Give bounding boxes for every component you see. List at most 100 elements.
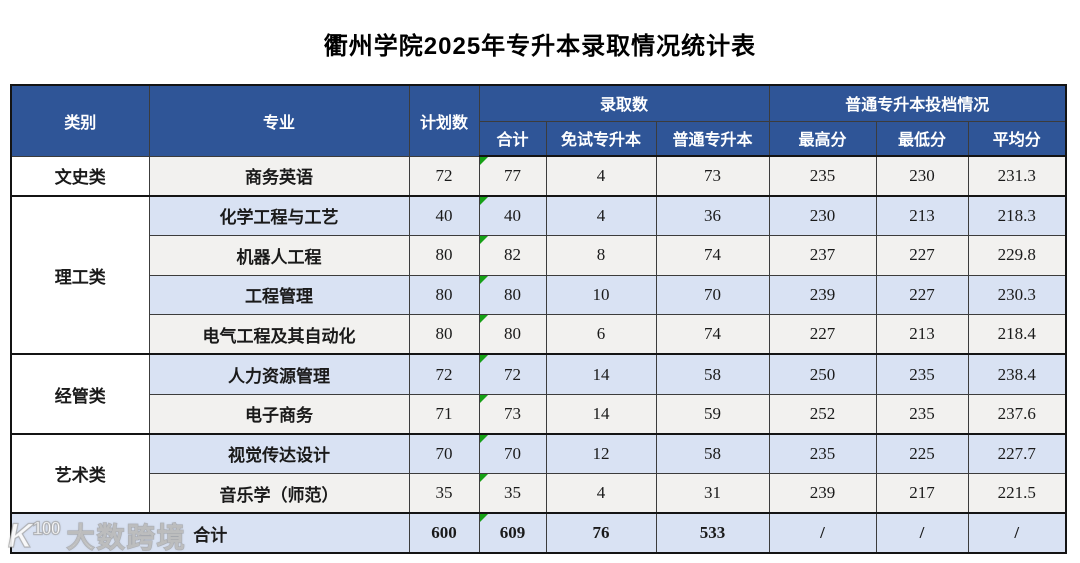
header-row-1: 类别 专业 计划数 录取数 普通专升本投档情况 xyxy=(10,84,1067,157)
major-cell: 视觉传达设计 xyxy=(148,432,410,474)
table-row: 经管类 人力资源管理 72 72 14 58 250 235 238.4 xyxy=(10,353,1067,435)
green-corner-flag-icon xyxy=(480,157,488,165)
value-cell: 238.4 xyxy=(967,353,1067,395)
major-cell: 电子商务 xyxy=(148,393,410,435)
total-value-cell: 533 xyxy=(655,512,770,554)
value-cell: 213 xyxy=(875,314,969,355)
value-cell: 227 xyxy=(875,234,969,276)
value-cell: 74 xyxy=(655,314,770,355)
value-cell: 252 xyxy=(768,393,877,435)
green-corner-flag-icon xyxy=(480,435,488,443)
value-cell: 235 xyxy=(875,393,969,435)
value-cell: 218.3 xyxy=(967,194,1067,236)
value-cell: 70 xyxy=(655,274,770,316)
value-cell: 237.6 xyxy=(967,393,1067,435)
value-cell: 230 xyxy=(768,194,877,236)
total-value-cell: / xyxy=(967,512,1067,554)
value-cell: 229.8 xyxy=(967,234,1067,276)
value-cell: 58 xyxy=(655,353,770,395)
value-cell: 82 xyxy=(478,234,547,276)
value-cell: 4 xyxy=(545,155,657,197)
total-value-cell: 609 xyxy=(478,512,547,554)
value-cell: 36 xyxy=(655,194,770,236)
value-cell: 227.7 xyxy=(967,432,1067,474)
value-cell: 230 xyxy=(875,155,969,197)
value-cell: 70 xyxy=(478,432,547,474)
value-cell: 227 xyxy=(768,314,877,355)
major-cell: 人力资源管理 xyxy=(148,353,410,395)
value-cell: 239 xyxy=(768,473,877,514)
value-cell: 230.3 xyxy=(967,274,1067,316)
major-cell: 机器人工程 xyxy=(148,234,410,276)
value-cell: 31 xyxy=(655,473,770,514)
header-row-2: 合计 免试专升本 普通专升本 最高分 最低分 平均分 xyxy=(11,120,1067,157)
admission-stats-table: 类别 专业 计划数 录取数 普通专升本投档情况 合计 免试专升本 普通专升本 最… xyxy=(10,84,1068,554)
total-value-cell: 600 xyxy=(408,512,480,554)
major-cell: 商务英语 xyxy=(148,155,410,197)
green-corner-flag-icon xyxy=(480,197,488,205)
value-cell: 80 xyxy=(408,274,480,316)
value-cell: 4 xyxy=(545,473,657,514)
value-cell: 80 xyxy=(408,234,480,276)
category-cell: 经管类 xyxy=(10,353,150,435)
table-row: 理工类 化学工程与工艺 40 40 4 36 230 213 218.3 xyxy=(10,194,1067,355)
value-cell: 227 xyxy=(875,274,969,316)
value-cell: 237 xyxy=(768,234,877,276)
green-corner-flag-icon xyxy=(480,356,488,364)
value-cell: 250 xyxy=(768,353,877,395)
value-cell: 235 xyxy=(768,432,877,474)
value-cell: 80 xyxy=(478,314,547,355)
table-row: 艺术类 视觉传达设计 70 70 12 58 235 225 227.7 xyxy=(10,432,1067,514)
green-corner-flag-icon xyxy=(480,515,488,523)
total-label-cell: 合计 xyxy=(10,512,410,554)
value-cell: 10 xyxy=(545,274,657,316)
header-planned: 计划数 xyxy=(408,84,480,157)
table-row: 电气工程及其自动化 80 80 6 74 227 213 218.4 xyxy=(11,314,1067,355)
value-cell: 59 xyxy=(655,393,770,435)
value-cell: 35 xyxy=(478,473,547,514)
value-cell: 72 xyxy=(478,353,547,395)
table-row: 音乐学（师范） 35 35 4 31 239 217 221.5 xyxy=(11,473,1067,514)
major-cell: 音乐学（师范） xyxy=(148,473,410,514)
major-cell: 工程管理 xyxy=(148,274,410,316)
green-corner-flag-icon xyxy=(480,236,488,244)
category-cell: 理工类 xyxy=(10,194,150,355)
value-cell: 58 xyxy=(655,432,770,474)
value-cell: 72 xyxy=(408,155,480,197)
value-cell: 77 xyxy=(478,155,547,197)
table-row: 文史类 商务英语 72 77 4 73 235 230 231.3 xyxy=(10,155,1067,197)
value-cell: 4 xyxy=(545,194,657,236)
header-admission-total: 合计 xyxy=(478,120,547,157)
value-cell: 218.4 xyxy=(967,314,1067,355)
value-cell: 213 xyxy=(875,194,969,236)
total-value-cell: / xyxy=(875,512,969,554)
value-cell: 73 xyxy=(478,393,547,435)
value-cell: 71 xyxy=(408,393,480,435)
total-value-cell: 76 xyxy=(545,512,657,554)
value-cell: 72 xyxy=(408,353,480,395)
value-cell: 14 xyxy=(545,353,657,395)
header-admission-group: 录取数 xyxy=(478,84,770,122)
category-cell: 艺术类 xyxy=(10,432,150,514)
green-corner-flag-icon xyxy=(480,276,488,284)
green-corner-flag-icon xyxy=(480,315,488,324)
table-row: 机器人工程 80 82 8 74 237 227 229.8 xyxy=(11,234,1067,276)
header-filing-group: 普通专升本投档情况 xyxy=(768,84,1067,122)
header-avg-score: 平均分 xyxy=(967,120,1067,157)
value-cell: 239 xyxy=(768,274,877,316)
value-cell: 12 xyxy=(545,432,657,474)
header-min-score: 最低分 xyxy=(875,120,969,157)
value-cell: 235 xyxy=(875,353,969,395)
value-cell: 70 xyxy=(408,432,480,474)
green-corner-flag-icon xyxy=(480,395,488,403)
header-exam-free: 免试专升本 xyxy=(545,120,657,157)
value-cell: 221.5 xyxy=(967,473,1067,514)
value-cell: 235 xyxy=(768,155,877,197)
header-category: 类别 xyxy=(10,84,150,157)
major-cell: 电气工程及其自动化 xyxy=(148,314,410,355)
total-value-cell: / xyxy=(768,512,877,554)
green-corner-flag-icon xyxy=(480,474,488,482)
value-cell: 73 xyxy=(655,155,770,197)
value-cell: 40 xyxy=(408,194,480,236)
header-regular: 普通专升本 xyxy=(655,120,770,157)
